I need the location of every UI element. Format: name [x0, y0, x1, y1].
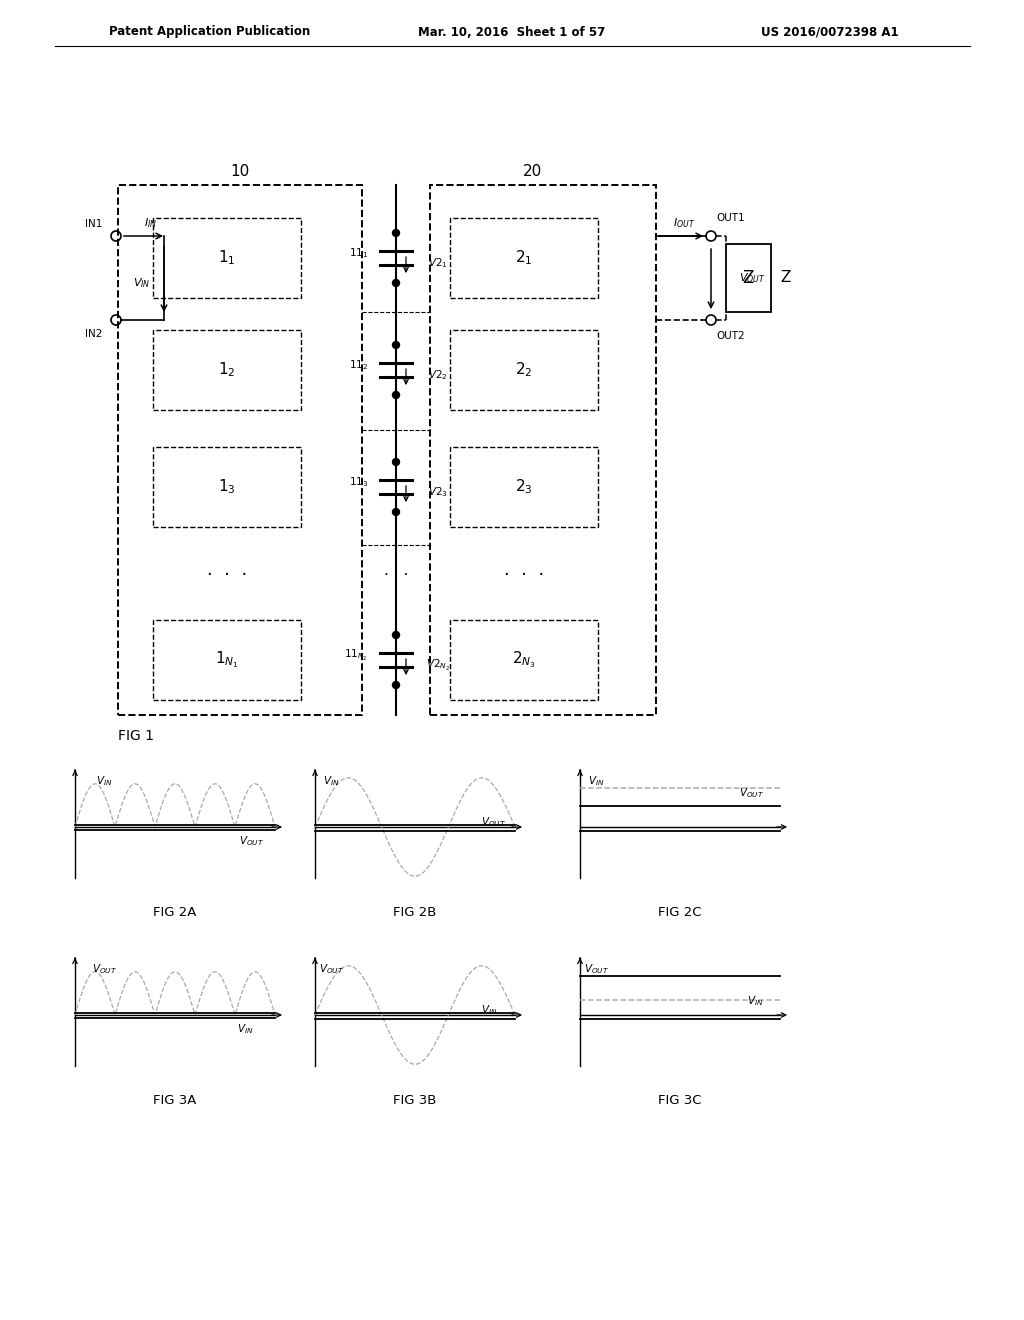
- Text: $2_{N_3}$: $2_{N_3}$: [512, 649, 536, 671]
- Text: Mar. 10, 2016  Sheet 1 of 57: Mar. 10, 2016 Sheet 1 of 57: [419, 25, 605, 38]
- Circle shape: [392, 342, 399, 348]
- Bar: [153, 330, 301, 411]
- Text: Patent Application Publication: Patent Application Publication: [110, 25, 310, 38]
- Text: $1_1$: $1_1$: [218, 248, 236, 268]
- Text: $V2_{N_2}$: $V2_{N_2}$: [426, 657, 450, 672]
- Text: · · ·: · · ·: [384, 568, 409, 582]
- Text: $V_{OUT}$: $V_{OUT}$: [584, 962, 609, 975]
- Text: FIG 1: FIG 1: [118, 729, 154, 743]
- Text: $11_1$: $11_1$: [349, 246, 368, 260]
- Text: Z: Z: [781, 271, 792, 285]
- Text: Z: Z: [742, 269, 754, 286]
- Text: FIG 3A: FIG 3A: [154, 1093, 197, 1106]
- Circle shape: [392, 458, 399, 466]
- Bar: [118, 185, 362, 715]
- Text: $V_{IN}$: $V_{IN}$: [588, 775, 604, 788]
- Text: $V_{OUT}$: $V_{OUT}$: [240, 834, 264, 849]
- Text: $2_1$: $2_1$: [515, 248, 532, 268]
- Text: IN2: IN2: [85, 329, 102, 339]
- Text: $11_3$: $11_3$: [348, 475, 368, 488]
- Text: OUT2: OUT2: [716, 331, 744, 341]
- Text: $V_{OUT}$: $V_{OUT}$: [92, 962, 117, 975]
- Text: $1_3$: $1_3$: [218, 478, 236, 496]
- Text: OUT1: OUT1: [716, 213, 744, 223]
- Bar: [153, 447, 301, 527]
- Bar: [450, 447, 598, 527]
- Text: $1_2$: $1_2$: [218, 360, 236, 379]
- Text: $V_{IN}$: $V_{IN}$: [481, 1003, 498, 1018]
- Circle shape: [392, 280, 399, 286]
- Text: $1_{N_1}$: $1_{N_1}$: [215, 649, 239, 671]
- Text: FIG 3B: FIG 3B: [393, 1093, 436, 1106]
- Text: $V_{IN}$: $V_{IN}$: [238, 1023, 254, 1036]
- Text: US 2016/0072398 A1: US 2016/0072398 A1: [761, 25, 899, 38]
- Text: $I_{OUT}$: $I_{OUT}$: [673, 216, 695, 230]
- Text: $V_{OUT}$: $V_{OUT}$: [739, 271, 766, 285]
- Text: IN1: IN1: [85, 219, 102, 228]
- Text: $V_{IN}$: $V_{IN}$: [96, 775, 113, 788]
- Bar: [450, 330, 598, 411]
- Circle shape: [392, 392, 399, 399]
- Text: 10: 10: [230, 165, 250, 180]
- Text: $V_{OUT}$: $V_{OUT}$: [738, 787, 764, 800]
- Text: $V2_1$: $V2_1$: [428, 256, 447, 269]
- Text: $11_2$: $11_2$: [349, 358, 368, 372]
- Text: $V2_3$: $V2_3$: [428, 486, 447, 499]
- Bar: [726, 244, 771, 312]
- Text: $V_{OUT}$: $V_{OUT}$: [481, 816, 506, 829]
- Circle shape: [392, 631, 399, 639]
- Text: $I_{IN}$: $I_{IN}$: [144, 216, 158, 230]
- Bar: [450, 620, 598, 700]
- Bar: [153, 620, 301, 700]
- Text: $2_2$: $2_2$: [515, 360, 532, 379]
- Text: FIG 3C: FIG 3C: [658, 1093, 701, 1106]
- Text: $V2_2$: $V2_2$: [428, 368, 447, 381]
- Text: $V_{IN}$: $V_{IN}$: [324, 775, 340, 788]
- Text: ·  ·  ·: · · ·: [207, 566, 247, 583]
- Text: $11_{N_2}$: $11_{N_2}$: [344, 648, 368, 663]
- Text: $2_3$: $2_3$: [515, 478, 532, 496]
- Text: FIG 2A: FIG 2A: [154, 906, 197, 919]
- Text: $V_{IN}$: $V_{IN}$: [133, 276, 151, 290]
- Text: ·  ·  ·: · · ·: [504, 566, 544, 583]
- Bar: [153, 218, 301, 298]
- Bar: [430, 185, 656, 715]
- Text: $V_{OUT}$: $V_{OUT}$: [318, 962, 344, 975]
- Text: FIG 2C: FIG 2C: [658, 906, 701, 919]
- Circle shape: [392, 508, 399, 516]
- Circle shape: [392, 230, 399, 236]
- Bar: [450, 218, 598, 298]
- Text: 20: 20: [523, 165, 543, 180]
- Text: FIG 2B: FIG 2B: [393, 906, 436, 919]
- Circle shape: [392, 681, 399, 689]
- Text: $V_{IN}$: $V_{IN}$: [748, 994, 764, 1007]
